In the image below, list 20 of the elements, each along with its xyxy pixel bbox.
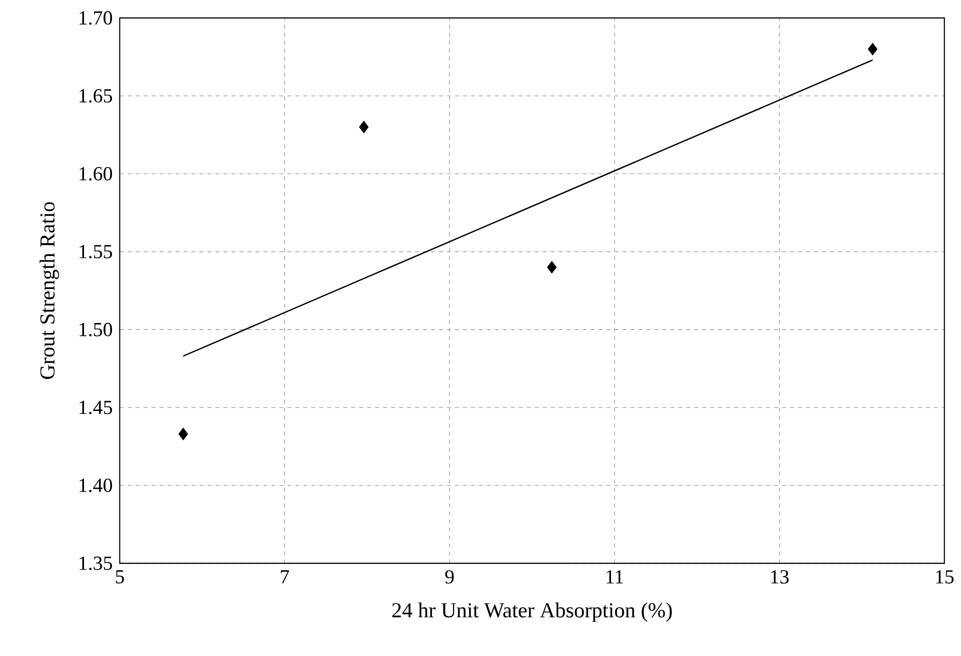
x-tick-label: 13 — [771, 570, 789, 584]
y-tick-label: 1.35 — [80, 556, 112, 570]
y-axis-title: Grout Strength Ratio — [40, 202, 59, 379]
y-tick-label: 1.60 — [80, 166, 112, 180]
y-tick-label: 1.45 — [80, 400, 112, 414]
point — [178, 428, 188, 440]
y-tick-label: 1.65 — [80, 88, 112, 102]
y-tick-label: 1.50 — [80, 322, 112, 336]
x-tick-label: 7 — [280, 570, 290, 584]
y-tick-label: 1.70 — [80, 10, 112, 25]
point — [547, 260, 557, 274]
x-tick-label: 5 — [116, 570, 124, 584]
point — [868, 42, 878, 56]
x-tick-label: 9 — [445, 570, 454, 584]
x-axis-title: 24 hr Unit Water Absorption (%) — [392, 602, 672, 622]
y-tick-label: 1.40 — [80, 478, 112, 492]
y-tick-label: 1.55 — [80, 244, 112, 258]
x-tick-label: 15 — [936, 570, 954, 584]
point — [359, 120, 369, 134]
x-tick-label: 11 — [606, 570, 623, 584]
